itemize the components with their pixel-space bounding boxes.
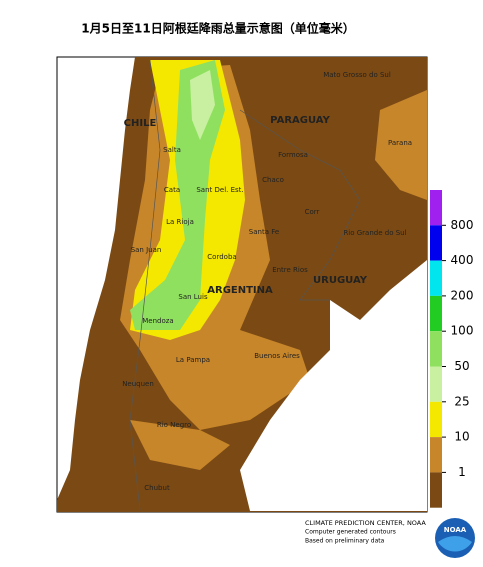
rain-1-10-south xyxy=(130,420,230,470)
place-label: Rio Grande do Sul xyxy=(343,229,406,237)
legend-label: 200 xyxy=(451,288,474,302)
logo-wave xyxy=(438,536,472,552)
place-label: Entre Rios xyxy=(272,266,308,274)
place-label: Neuquen xyxy=(122,380,154,388)
place-label: Buenos Aires xyxy=(254,352,300,360)
place-label: San Luis xyxy=(178,293,208,301)
rain-50 xyxy=(190,70,215,140)
legend-swatch xyxy=(430,225,442,261)
place-label: La Rioja xyxy=(166,218,194,226)
legend-label: 25 xyxy=(454,394,469,408)
place-label: Rio Negro xyxy=(157,421,191,429)
place-label: Formosa xyxy=(278,151,308,159)
title: 1月5日至11日阿根廷降雨总量示意图（单位毫米） xyxy=(81,21,354,36)
border xyxy=(239,109,361,301)
legend-swatch xyxy=(430,401,442,438)
place-label: Chaco xyxy=(262,176,284,184)
legend-label: 1 xyxy=(458,465,466,479)
legend-swatch xyxy=(430,260,442,296)
legend-swatch xyxy=(430,437,442,473)
place-label: Mato Grosso do Sul xyxy=(323,71,391,79)
legend-swatch xyxy=(430,190,442,226)
place-label: Corr xyxy=(305,208,320,216)
legend-swatch xyxy=(430,472,442,508)
legend-swatch xyxy=(430,366,442,402)
rain-1-10-east xyxy=(375,90,427,200)
place-label: Cordoba xyxy=(207,253,236,261)
place-label: La Pampa xyxy=(176,356,210,364)
place-label: Sant Del. Est. xyxy=(196,186,243,194)
legend-swatch xyxy=(430,295,442,332)
place-label: Cata xyxy=(164,186,180,194)
place-label: San Juan xyxy=(131,246,162,254)
logo-text: NOAA xyxy=(444,526,467,534)
place-label: CHILE xyxy=(124,118,157,129)
place-labels: CHILE PARAGUAY Mato Grosso do Sul Salta Form… xyxy=(122,71,412,492)
map xyxy=(56,56,428,513)
place-label: ARGENTINA xyxy=(207,285,273,296)
ocean xyxy=(240,260,427,511)
legend-label: 400 xyxy=(451,253,474,267)
credit: Based on preliminary data xyxy=(305,538,385,545)
legend-label: 10 xyxy=(454,430,469,444)
legend-label: 100 xyxy=(451,324,474,338)
legend-swatch xyxy=(430,331,442,367)
legend: 800 400 200 100 50 25 10 1 xyxy=(430,190,473,508)
place-label: Santa Fe xyxy=(249,228,279,236)
place-label: Parana xyxy=(388,139,412,147)
place-label: URUGUAY xyxy=(313,275,368,286)
credit: CLIMATE PREDICTION CENTER, NOAA xyxy=(305,519,426,527)
legend-label: 50 xyxy=(454,359,469,373)
place-label: Mendoza xyxy=(142,317,173,325)
place-label: Salta xyxy=(163,146,181,154)
border xyxy=(129,59,161,511)
place-label: PARAGUAY xyxy=(270,115,330,126)
credit: Computer generated contours xyxy=(305,529,396,536)
legend-label: 800 xyxy=(451,218,474,232)
place-label: Chubut xyxy=(144,484,170,492)
